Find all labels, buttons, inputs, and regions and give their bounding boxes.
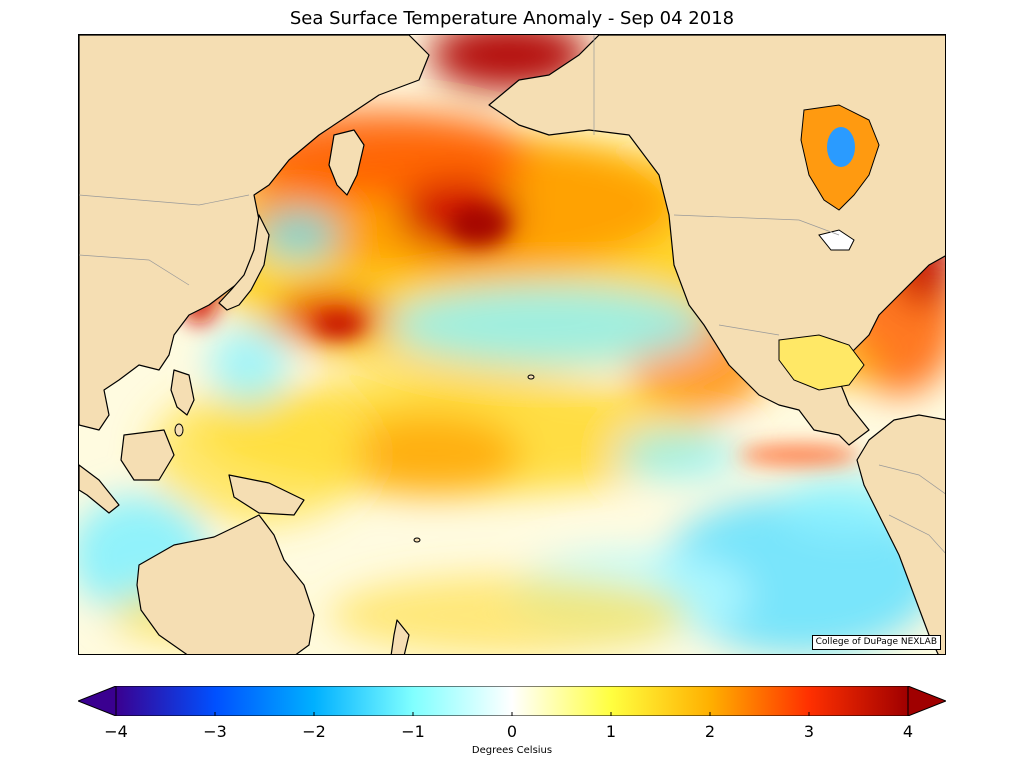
colorbar-tick-label: 2	[704, 722, 716, 741]
colorbar-tick-label: 4	[902, 722, 914, 741]
colorbar-tick-label: −4	[104, 722, 128, 741]
landmass-new-zealand	[390, 619, 410, 654]
landmass-new-guinea	[228, 474, 305, 516]
credit-label: College of DuPage NEXLAB	[811, 635, 941, 650]
colorbar-right-arrow	[907, 686, 946, 716]
small-islands	[174, 374, 535, 543]
colorbar-tick-label: −3	[203, 722, 227, 741]
landmass-philippines	[170, 369, 195, 416]
colorbar-tick-label: 0	[506, 722, 518, 741]
colorbar	[78, 686, 946, 716]
landmass-borneo	[120, 429, 175, 481]
colorbar-tick-label: −1	[401, 722, 425, 741]
inland-waters	[778, 104, 880, 391]
country-borders	[79, 35, 945, 554]
colorbar-tick-label: 1	[605, 722, 617, 741]
map-title: Sea Surface Temperature Anomaly - Sep 04…	[289, 8, 735, 29]
landmass-japan	[218, 214, 270, 311]
colorbar-gradient	[115, 686, 909, 716]
colorbar-tick-label: 3	[803, 722, 815, 741]
colorbar-label: Degrees Celsius	[471, 745, 553, 756]
colorbar-left-arrow	[78, 686, 117, 716]
colorbar-tick-marks	[115, 712, 909, 716]
colorbar-ticks: −4 −3 −2 −1 0 1 2 3 4	[0, 722, 1024, 744]
sst-anomaly-map[interactable]: College of DuPage NEXLAB	[78, 34, 946, 655]
great-lakes	[818, 229, 855, 251]
landmass-sumatra	[79, 464, 120, 514]
landmass-australia	[136, 514, 315, 654]
landmass-kamchatka	[328, 129, 365, 196]
gulf-of-mexico	[778, 334, 865, 391]
map-canvas	[79, 35, 945, 654]
colorbar-tick-label: −2	[302, 722, 326, 741]
